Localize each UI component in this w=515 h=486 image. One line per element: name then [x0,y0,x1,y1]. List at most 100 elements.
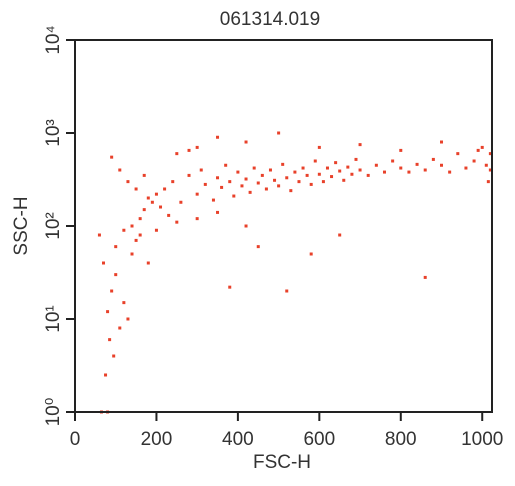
point [358,168,362,172]
point [325,166,329,170]
point [297,180,301,184]
point [199,168,203,172]
point [285,289,289,293]
point [252,166,256,170]
x-tick-label: 400 [222,429,254,450]
point [175,220,179,224]
point [334,161,338,165]
point [301,166,305,170]
point [476,148,480,152]
point [431,157,435,161]
point [97,233,101,237]
point [118,168,122,172]
point [330,175,334,179]
point [108,338,112,342]
point [456,152,460,156]
point [342,178,346,182]
point [289,189,293,193]
point [130,252,134,256]
point [391,159,395,163]
point [195,192,199,196]
point [256,181,260,185]
point [488,152,492,156]
point [228,180,232,184]
point [415,162,419,166]
x-tick-label: 0 [70,429,81,450]
point [106,310,110,314]
y-tick-label: 10⁴ [43,25,64,54]
y-tick-label: 10² [43,212,64,239]
point [244,140,248,144]
point [273,178,277,182]
point [244,177,248,181]
point [260,173,264,177]
point [358,143,362,147]
point [374,163,378,167]
point [277,131,281,135]
point [317,172,321,176]
plot-frame [74,39,493,413]
point [142,173,146,177]
point [150,200,154,204]
point [448,170,452,174]
point [268,168,272,172]
point [138,233,142,237]
point [216,210,220,214]
point [236,170,240,174]
x-tick-label: 200 [141,429,173,450]
x-tick-label: 1000 [461,429,503,450]
point [130,224,134,228]
point [382,170,386,174]
point [175,152,179,156]
point [126,317,130,321]
point [305,173,309,177]
point [122,301,126,305]
point [114,273,118,277]
point [285,176,289,180]
point [338,169,342,173]
point [110,155,114,159]
point [313,159,317,163]
point [211,198,215,202]
point [112,354,116,358]
point [104,373,108,377]
point [293,170,297,174]
points [97,131,492,414]
point [134,238,138,242]
point [195,217,199,221]
point [484,163,488,167]
point [146,196,150,200]
y-tick-label: 10¹ [43,305,64,332]
point [122,228,126,232]
point [407,170,411,174]
point [317,145,321,149]
point [248,190,252,194]
point [423,168,427,172]
x-tick-label: 600 [303,429,335,450]
point [146,261,150,265]
chart-title: 061314.019 [220,9,320,30]
point [220,185,224,189]
point [110,289,114,293]
point [480,145,484,149]
point [187,148,191,152]
point [281,162,285,166]
point [399,148,403,152]
point [346,165,350,169]
point [154,228,158,232]
point [224,163,228,167]
point [167,213,171,217]
point [464,166,468,170]
point [134,187,138,191]
point [171,180,175,184]
point [440,140,444,144]
point [142,208,146,212]
point [216,176,220,180]
point [486,180,490,184]
point [399,166,403,170]
y-axis-title: SSC-H [11,196,32,255]
x-axis-title: FSC-H [253,452,311,473]
point [232,194,236,198]
point [203,182,207,186]
